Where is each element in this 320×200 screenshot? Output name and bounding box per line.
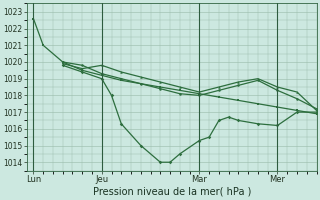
X-axis label: Pression niveau de la mer( hPa ): Pression niveau de la mer( hPa ) [92,187,251,197]
